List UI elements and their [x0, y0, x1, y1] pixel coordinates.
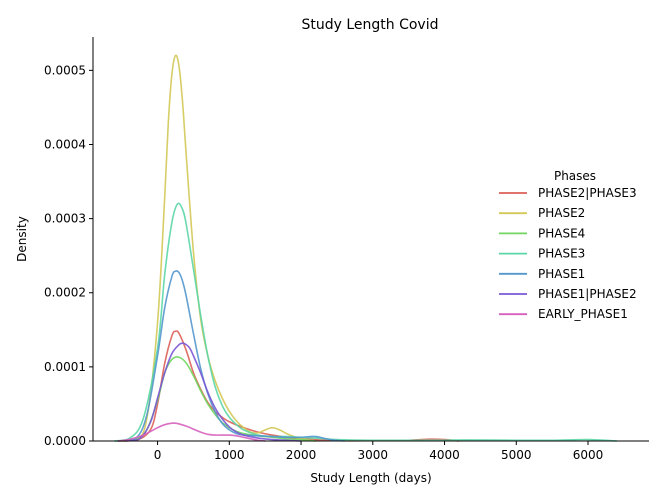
series-line-phase1-phase2	[124, 342, 302, 442]
legend-label: EARLY_PHASE1	[538, 307, 628, 321]
legend-item: PHASE1	[499, 267, 585, 281]
x-axis-label: Study Length (days)	[310, 471, 431, 485]
y-tick-label: 0.0004	[44, 137, 86, 151]
legend-label: PHASE2	[538, 206, 585, 220]
series-line-phase2-phase3	[117, 330, 460, 442]
legend: Phases PHASE2|PHASE3PHASE2PHASE4PHASE3PH…	[499, 169, 637, 321]
y-tick-label: 0.0001	[44, 360, 86, 374]
legend-title: Phases	[554, 169, 596, 183]
legend-item: PHASE2	[499, 206, 585, 220]
series-line-early-phase1	[117, 422, 266, 442]
legend-items: PHASE2|PHASE3 PHASE2 PHASE4 PHASE3 PHASE1 PHA…	[499, 186, 637, 321]
y-tick-label: 0.0000	[44, 434, 86, 448]
legend-label: PHASE1	[538, 267, 585, 281]
x-tick-label: 0	[154, 448, 162, 462]
legend-item: PHASE1|PHASE2	[499, 287, 637, 301]
x-axis-ticks: 0 1000 2000 3000 4000 5000 6000	[154, 441, 604, 462]
y-axis-ticks: 0.0000 0.0001 0.0002 0.0003 0.0004 0.0005	[44, 63, 93, 448]
legend-item: PHASE2|PHASE3	[499, 186, 637, 200]
plot-area: 0 1000 2000 3000 4000 5000 6000 0.00000.00010.…	[44, 37, 649, 462]
chart-title: Study Length Covid	[301, 17, 438, 33]
legend-item: PHASE3	[499, 247, 585, 261]
x-tick-label: 5000	[501, 448, 532, 462]
legend-item: EARLY_PHASE1	[499, 307, 628, 321]
legend-label: PHASE2|PHASE3	[538, 186, 637, 200]
series-line-phase3	[113, 202, 618, 442]
y-tick-label: 0.0005	[44, 63, 86, 77]
y-axis-label: Density	[15, 216, 29, 262]
y-tick-label: 0.0002	[44, 286, 86, 300]
legend-label: PHASE4	[538, 226, 585, 240]
x-tick-label: 1000	[214, 448, 245, 462]
x-tick-label: 2000	[286, 448, 317, 462]
legend-label: PHASE1|PHASE2	[538, 287, 637, 301]
legend-label: PHASE3	[538, 247, 585, 261]
x-tick-label: 4000	[429, 448, 460, 462]
x-tick-label: 6000	[573, 448, 604, 462]
series-line-phase2	[117, 54, 317, 442]
x-tick-label: 3000	[358, 448, 389, 462]
y-tick-label: 0.0003	[44, 212, 86, 226]
legend-item: PHASE4	[499, 226, 585, 240]
